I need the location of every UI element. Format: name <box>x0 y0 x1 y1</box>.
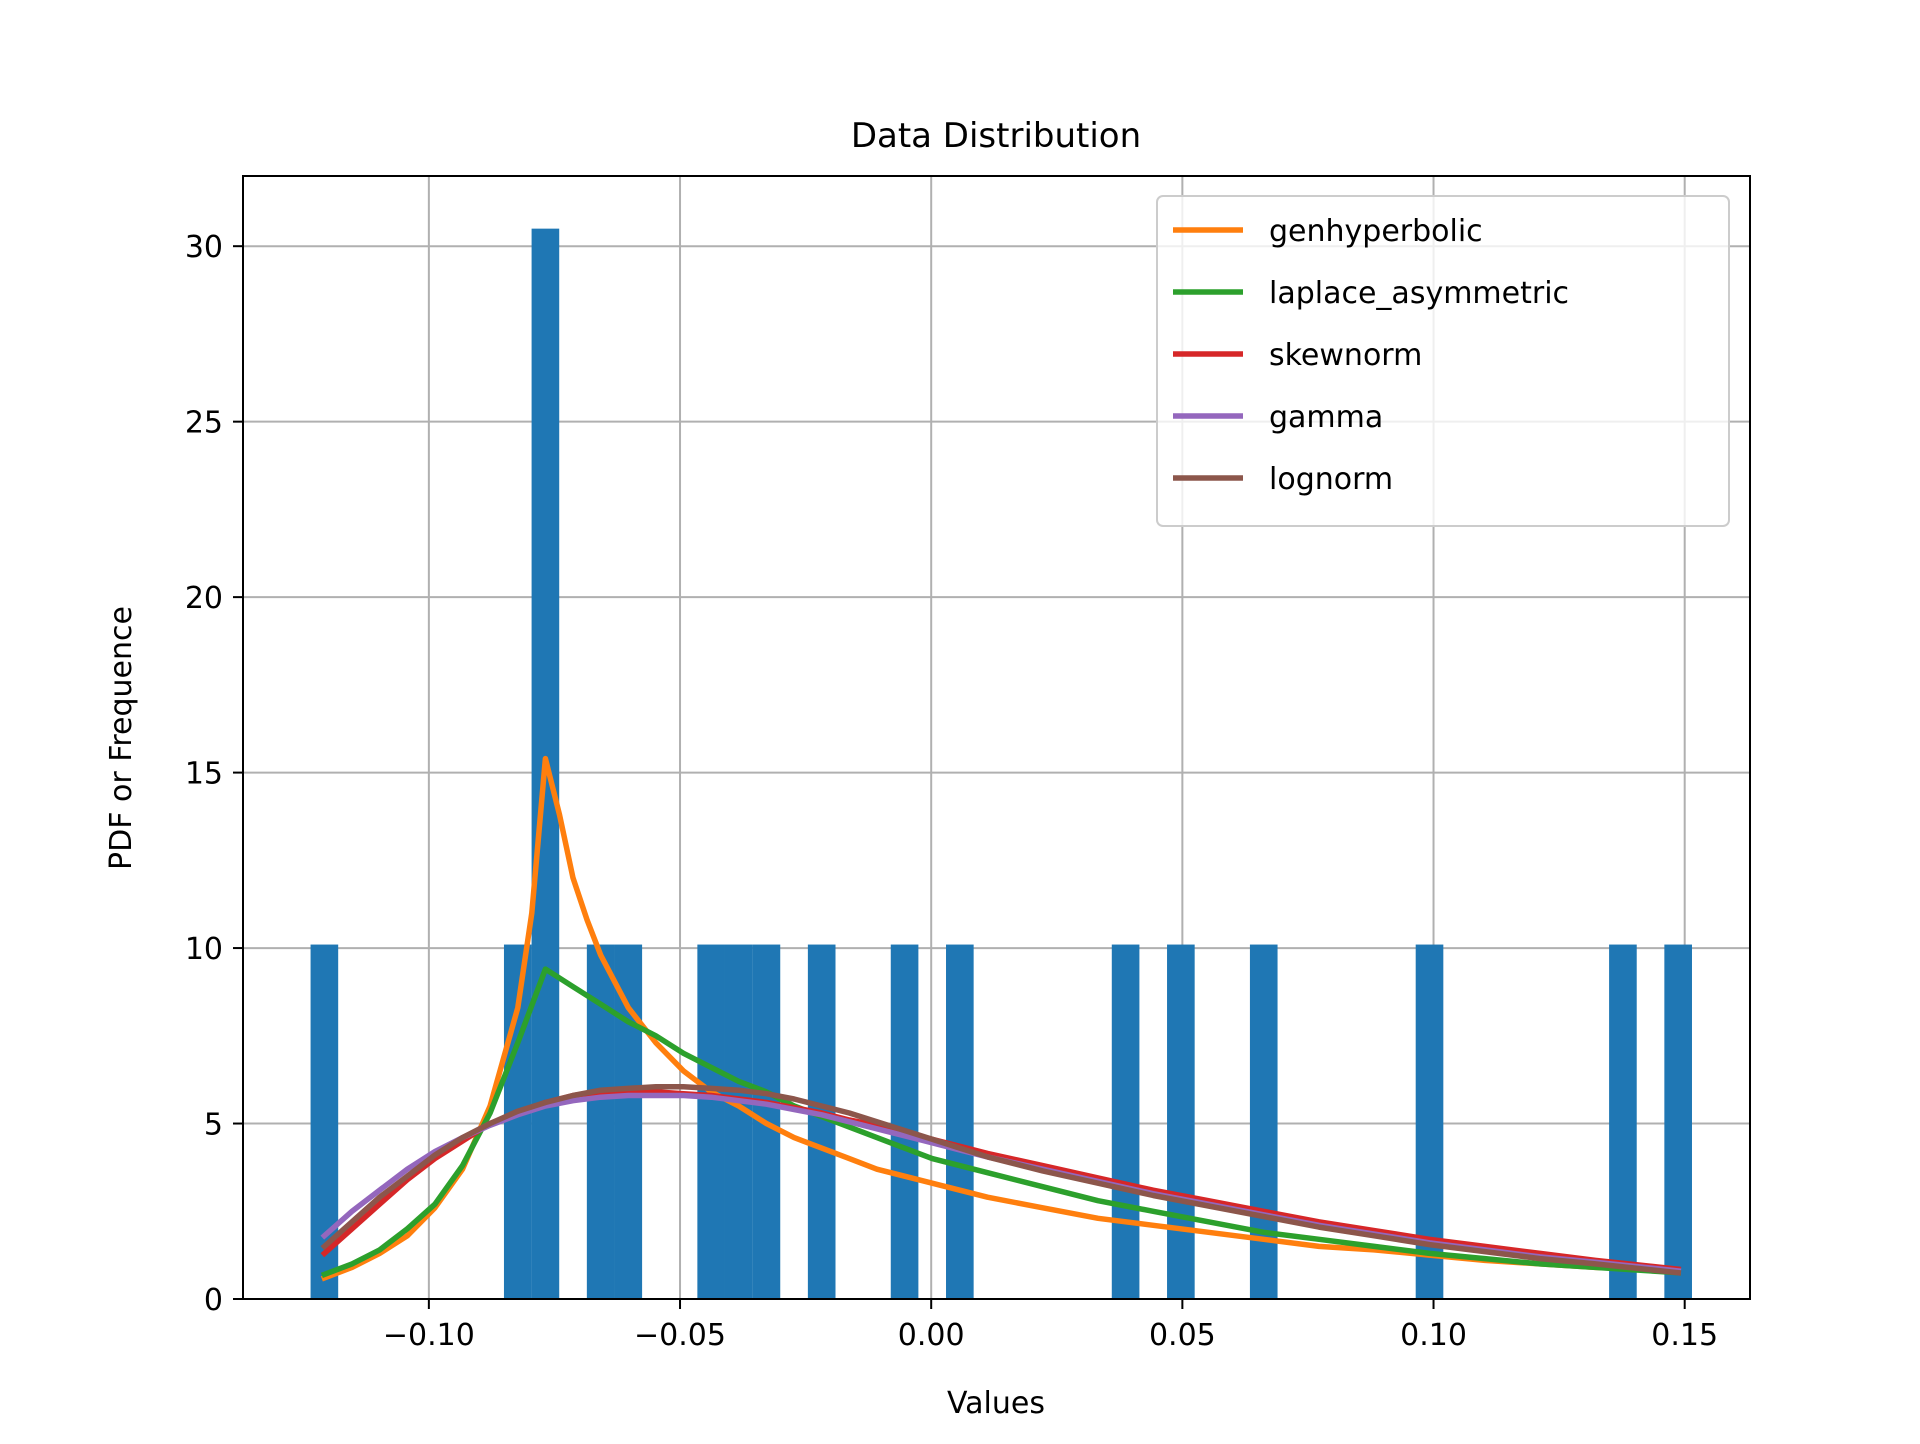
histogram-bar <box>724 944 753 1299</box>
fit-curves <box>320 755 1682 1282</box>
y-tick-label: 25 <box>185 406 223 441</box>
x-tick-label: −0.05 <box>634 1318 726 1353</box>
legend-label-skewnorm: skewnorm <box>1269 338 1422 373</box>
y-tick-label: 0 <box>204 1283 223 1318</box>
y-tick-label: 10 <box>185 932 223 967</box>
axis-ticks: −0.10 −0.05 0.00 0.05 0.10 0.15 0 5 10 15 20 25 30 <box>185 230 1718 1353</box>
legend-label-gamma: gamma <box>1269 400 1383 435</box>
histogram-bar <box>1249 944 1278 1299</box>
legend: genhyperbolic laplace_asymmetric skewnorm g… <box>1156 195 1730 527</box>
plot-frame <box>242 175 1751 1300</box>
series-line-genhyperbolic <box>320 755 1682 1282</box>
y-tick-label: 15 <box>185 757 223 792</box>
histogram-bars <box>310 228 1692 1299</box>
y-tick-label: 5 <box>204 1108 223 1143</box>
x-tick-label: 0.00 <box>898 1318 965 1353</box>
legend-label-lognorm: lognorm <box>1269 462 1393 497</box>
histogram-bar <box>614 944 643 1299</box>
y-tick-label: 20 <box>185 581 223 616</box>
histogram-bar <box>1111 944 1140 1299</box>
x-tick-label: 0.10 <box>1400 1318 1467 1353</box>
histogram-bar <box>1664 944 1692 1299</box>
x-tick-label: −0.10 <box>383 1318 475 1353</box>
histogram-bar <box>890 944 919 1299</box>
histogram-bar <box>697 944 725 1299</box>
legend-label-laplace-asymmetric: laplace_asymmetric <box>1269 276 1569 311</box>
y-tick-label: 30 <box>185 230 223 265</box>
series-line-lognorm <box>320 1083 1682 1276</box>
histogram-bar <box>946 944 974 1299</box>
legend-label-genhyperbolic: genhyperbolic <box>1269 214 1483 249</box>
chart-title: Data Distribution <box>851 116 1141 156</box>
y-axis-label: PDF or Frequence <box>104 606 139 870</box>
legend-box <box>1156 195 1730 527</box>
histogram-bar <box>1609 944 1637 1299</box>
x-tick-label: 0.05 <box>1149 1318 1216 1353</box>
x-tick-label: 0.15 <box>1651 1318 1718 1353</box>
histogram-bar <box>1167 944 1195 1299</box>
x-axis-label: Values <box>947 1386 1045 1421</box>
